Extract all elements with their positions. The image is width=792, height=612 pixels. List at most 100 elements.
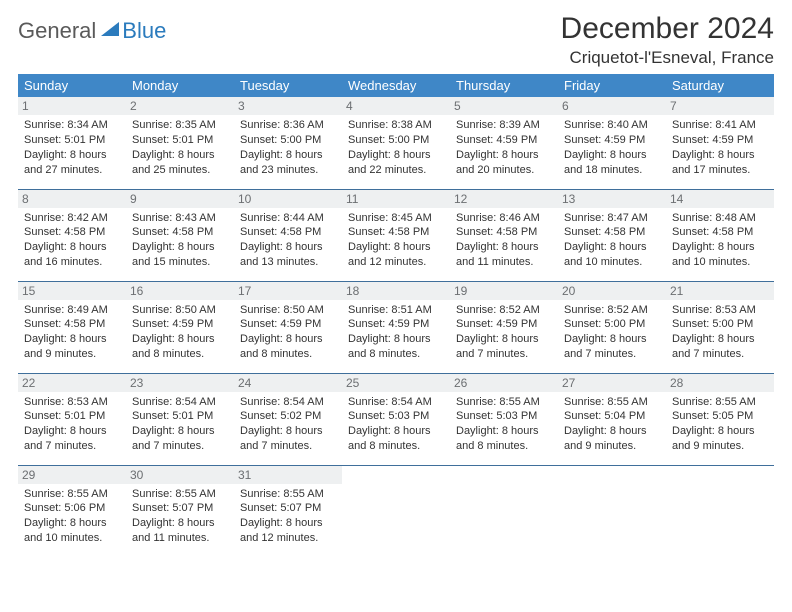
day-cell: 15Sunrise: 8:49 AMSunset: 4:58 PMDayligh… [18,281,126,373]
week-row: 29 Sunrise: 8:55 AMSunset: 5:06 PMDayligh… [18,465,774,557]
sunrise-text: Sunrise: 8:55 AM [24,487,120,502]
day-number: 31 [234,466,342,484]
day-number: 26 [450,374,558,392]
sunrise-text: Sunrise: 8:55 AM [456,395,552,410]
daylight-text: and 8 minutes. [132,347,228,362]
day-number: 23 [126,374,234,392]
sunset-text: Sunset: 5:01 PM [24,409,120,424]
day-number: 2 [126,97,234,115]
day-cell: 19Sunrise: 8:52 AMSunset: 4:59 PMDayligh… [450,281,558,373]
day-cell: 25Sunrise: 8:54 AMSunset: 5:03 PMDayligh… [342,373,450,465]
sunset-text: Sunset: 5:01 PM [24,133,120,148]
daylight-text: Daylight: 8 hours [456,424,552,439]
day-cell: 6Sunrise: 8:40 AMSunset: 4:59 PMDaylight… [558,97,666,189]
daylight-text: and 10 minutes. [24,531,120,546]
sunset-text: Sunset: 5:00 PM [348,133,444,148]
daylight-text: Daylight: 8 hours [456,240,552,255]
sunrise-text: Sunrise: 8:54 AM [240,395,336,410]
day-cell: 29 Sunrise: 8:55 AMSunset: 5:06 PMDayligh… [18,465,126,557]
day-number: 1 [18,97,126,115]
sunrise-text: Sunrise: 8:41 AM [672,118,768,133]
sunrise-text: Sunrise: 8:39 AM [456,118,552,133]
day-number: 14 [666,190,774,208]
sunset-text: Sunset: 5:02 PM [240,409,336,424]
day-number: 15 [18,282,126,300]
logo-triangle-icon [100,19,120,44]
day-cell: 31Sunrise: 8:55 AMSunset: 5:07 PMDayligh… [234,465,342,557]
daylight-text: and 8 minutes. [348,347,444,362]
dayhead-mon: Monday [126,74,234,97]
sunset-text: Sunset: 4:58 PM [348,225,444,240]
day-number: 6 [558,97,666,115]
sunset-text: Sunset: 5:03 PM [456,409,552,424]
day-number: 21 [666,282,774,300]
daylight-text: Daylight: 8 hours [132,424,228,439]
daylight-text: and 9 minutes. [672,439,768,454]
sunrise-text: Sunrise: 8:45 AM [348,211,444,226]
day-number: 17 [234,282,342,300]
daylight-text: Daylight: 8 hours [348,240,444,255]
day-number: 24 [234,374,342,392]
sunrise-text: Sunrise: 8:35 AM [132,118,228,133]
sunset-text: Sunset: 4:58 PM [456,225,552,240]
day-cell: 28Sunrise: 8:55 AMSunset: 5:05 PMDayligh… [666,373,774,465]
week-row: 1Sunrise: 8:34 AMSunset: 5:01 PMDaylight… [18,97,774,189]
daylight-text: Daylight: 8 hours [348,148,444,163]
sunset-text: Sunset: 5:00 PM [240,133,336,148]
daylight-text: Daylight: 8 hours [24,516,120,531]
sunrise-text: Sunrise: 8:46 AM [456,211,552,226]
sunrise-text: Sunrise: 8:42 AM [24,211,120,226]
sunset-text: Sunset: 5:07 PM [132,501,228,516]
day-cell: 30Sunrise: 8:55 AMSunset: 5:07 PMDayligh… [126,465,234,557]
day-number: 25 [342,374,450,392]
sunrise-text: Sunrise: 8:40 AM [564,118,660,133]
sunset-text: Sunset: 4:58 PM [564,225,660,240]
sunset-text: Sunset: 4:59 PM [456,317,552,332]
day-cell [558,465,666,557]
day-number: 20 [558,282,666,300]
day-number: 4 [342,97,450,115]
day-cell: 11Sunrise: 8:45 AMSunset: 4:58 PMDayligh… [342,189,450,281]
sunrise-text: Sunrise: 8:53 AM [24,395,120,410]
day-number: 18 [342,282,450,300]
day-cell: 16Sunrise: 8:50 AMSunset: 4:59 PMDayligh… [126,281,234,373]
sunset-text: Sunset: 4:59 PM [132,317,228,332]
sunrise-text: Sunrise: 8:52 AM [456,303,552,318]
daylight-text: Daylight: 8 hours [564,332,660,347]
sunrise-text: Sunrise: 8:55 AM [672,395,768,410]
daylight-text: Daylight: 8 hours [672,240,768,255]
week-row: 15Sunrise: 8:49 AMSunset: 4:58 PMDayligh… [18,281,774,373]
day-number: 5 [450,97,558,115]
daylight-text: and 9 minutes. [564,439,660,454]
sunrise-text: Sunrise: 8:43 AM [132,211,228,226]
daylight-text: Daylight: 8 hours [24,332,120,347]
day-number: 19 [450,282,558,300]
sunset-text: Sunset: 4:58 PM [132,225,228,240]
day-cell: 2Sunrise: 8:35 AMSunset: 5:01 PMDaylight… [126,97,234,189]
day-cell [342,465,450,557]
sunset-text: Sunset: 4:58 PM [240,225,336,240]
daylight-text: Daylight: 8 hours [348,424,444,439]
daylight-text: and 25 minutes. [132,163,228,178]
sunset-text: Sunset: 5:00 PM [672,317,768,332]
location: Criquetot-l'Esneval, France [561,48,774,68]
day-cell: 1Sunrise: 8:34 AMSunset: 5:01 PMDaylight… [18,97,126,189]
daylight-text: and 13 minutes. [240,255,336,270]
daylight-text: Daylight: 8 hours [132,148,228,163]
daylight-text: and 8 minutes. [240,347,336,362]
dayhead-fri: Friday [558,74,666,97]
daylight-text: and 8 minutes. [348,439,444,454]
sunset-text: Sunset: 4:59 PM [564,133,660,148]
sunset-text: Sunset: 5:00 PM [564,317,660,332]
daylight-text: and 7 minutes. [564,347,660,362]
day-cell: 3Sunrise: 8:36 AMSunset: 5:00 PMDaylight… [234,97,342,189]
title-block: December 2024 Criquetot-l'Esneval, Franc… [561,12,774,68]
daylight-text: and 8 minutes. [456,439,552,454]
daylight-text: Daylight: 8 hours [24,148,120,163]
day-cell: 14Sunrise: 8:48 AMSunset: 4:58 PMDayligh… [666,189,774,281]
sunset-text: Sunset: 5:06 PM [24,501,120,516]
day-cell: 8Sunrise: 8:42 AMSunset: 4:58 PMDaylight… [18,189,126,281]
daylight-text: and 15 minutes. [132,255,228,270]
day-cell: 13Sunrise: 8:47 AMSunset: 4:58 PMDayligh… [558,189,666,281]
day-number: 29 [18,466,126,484]
